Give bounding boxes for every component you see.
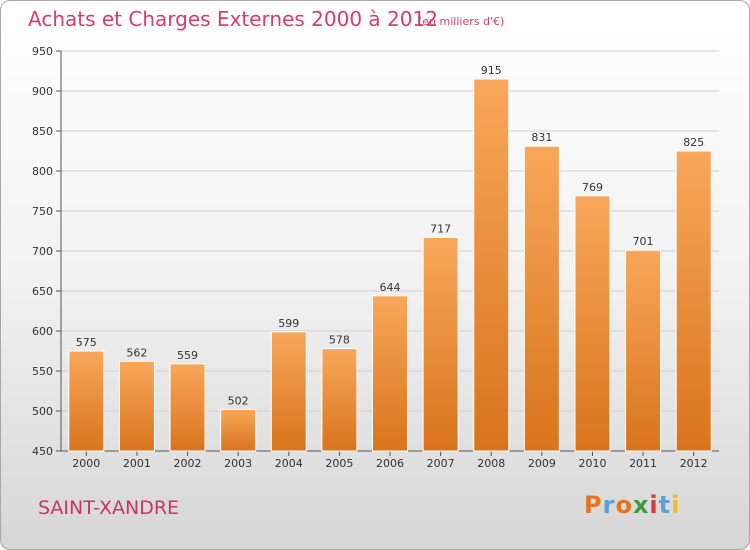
- y-tick-label: 900: [32, 85, 53, 98]
- bar: [220, 408, 257, 452]
- data-label: 831: [531, 131, 552, 144]
- tick-labels: 450 500 550 600 650 700 750 800 850 900 950 2000 200…: [32, 45, 708, 470]
- y-tick-label: 850: [32, 125, 53, 138]
- bar: [574, 195, 611, 452]
- data-label: 915: [481, 64, 502, 77]
- bar: [169, 363, 206, 452]
- x-tick-label: 2006: [376, 457, 404, 470]
- y-tick-label: 800: [32, 165, 53, 178]
- data-labels: 575 562 559 502 599 578 644 717 915 831 769 701 825: [76, 64, 704, 407]
- x-tick-label: 2011: [629, 457, 657, 470]
- x-tick-label: 2001: [123, 457, 151, 470]
- bar: [473, 78, 510, 452]
- data-label: 644: [380, 281, 401, 294]
- x-tick-label: 2008: [477, 457, 505, 470]
- bar: [270, 331, 307, 452]
- data-label: 769: [582, 181, 603, 194]
- chart-title: Achats et Charges Externes 2000 à 2012: [28, 7, 438, 31]
- y-tick-label: 450: [32, 445, 53, 458]
- x-tick-label: 2009: [528, 457, 556, 470]
- y-tick-label: 600: [32, 325, 53, 338]
- y-tick-label: 750: [32, 205, 53, 218]
- bar: [523, 145, 560, 452]
- x-tick-label: 2007: [427, 457, 455, 470]
- x-tick-label: 2003: [224, 457, 252, 470]
- data-label: 575: [76, 336, 97, 349]
- x-tick-label: 2004: [275, 457, 303, 470]
- data-label: 825: [683, 136, 704, 149]
- y-tick-label: 500: [32, 405, 53, 418]
- data-label: 717: [430, 222, 451, 235]
- data-label: 599: [278, 317, 299, 330]
- proxiti-logo: Proxiti: [584, 491, 681, 519]
- x-tick-label: 2000: [72, 457, 100, 470]
- bar: [422, 236, 459, 452]
- data-label: 578: [329, 334, 350, 347]
- data-label: 701: [633, 235, 654, 248]
- city-name: SAINT-XANDRE: [38, 497, 180, 519]
- data-label: 562: [126, 346, 147, 359]
- bars: [68, 78, 712, 452]
- data-label: 559: [177, 349, 198, 362]
- y-tick-label: 950: [32, 45, 53, 58]
- x-tick-label: 2002: [174, 457, 202, 470]
- bar: [321, 348, 358, 452]
- x-tick-label: 2012: [680, 457, 708, 470]
- bar: [68, 350, 105, 452]
- y-tick-label: 700: [32, 245, 53, 258]
- chart-subtitle: (en milliers d'€): [418, 15, 505, 28]
- x-tick-label: 2010: [578, 457, 606, 470]
- y-tick-label: 650: [32, 285, 53, 298]
- x-tick-label: 2005: [325, 457, 353, 470]
- bar: [675, 150, 712, 452]
- bar: [625, 249, 662, 452]
- bar: [118, 360, 155, 452]
- data-label: 502: [228, 394, 249, 407]
- y-tick-label: 550: [32, 365, 53, 378]
- bar: [372, 295, 408, 452]
